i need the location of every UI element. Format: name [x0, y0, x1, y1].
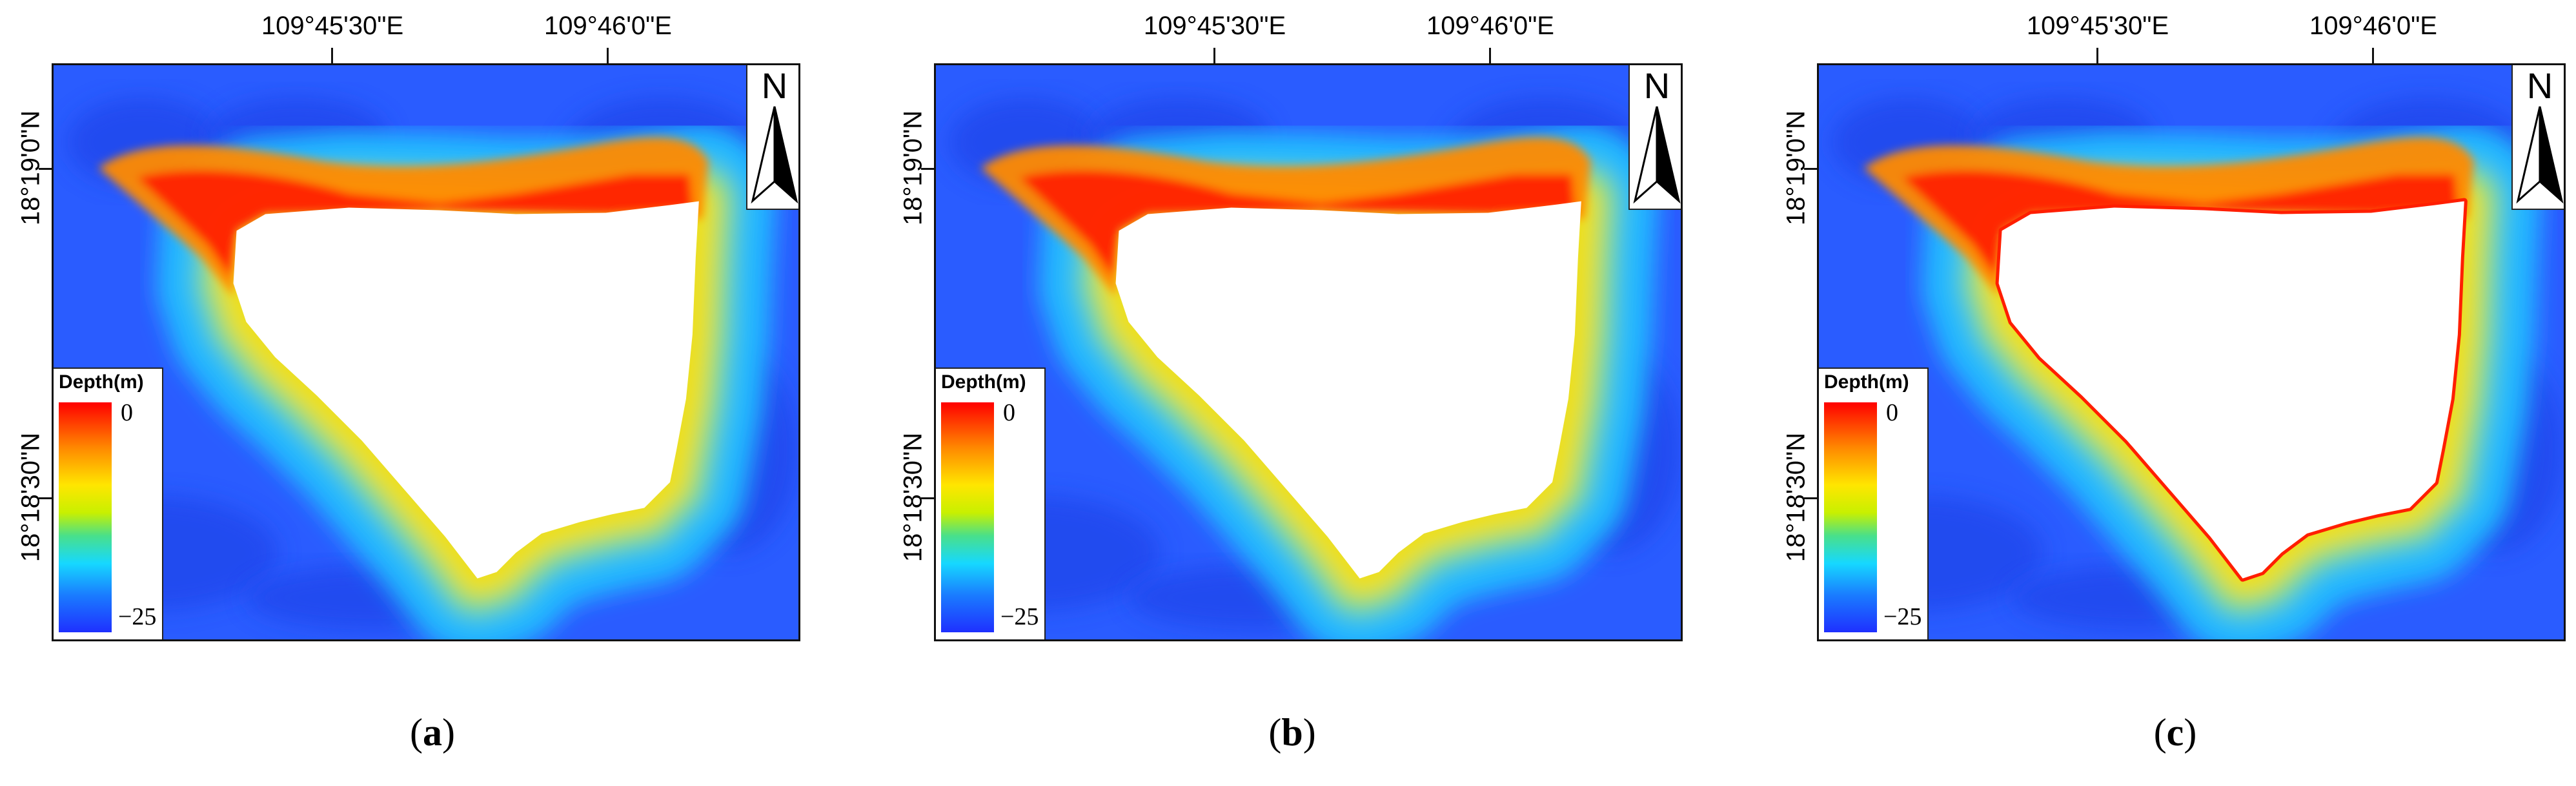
reef-flat [1863, 137, 2474, 296]
caption-close: ) [442, 711, 455, 754]
lat-tick-2 [921, 497, 934, 499]
caption-open: ( [410, 711, 423, 754]
caption-letter: c [2166, 711, 2184, 754]
bathymetry-raster [936, 65, 1681, 639]
depth-legend: Depth(m) 0 −25 [54, 367, 163, 639]
legend-max-value: 0 [1003, 399, 1015, 426]
island-land [1998, 201, 2464, 579]
lon-label-2: 109°46'0"E [1426, 12, 1554, 40]
lon-label-1: 109°45'30"E [2026, 12, 2169, 40]
panel-caption: (a) [410, 710, 455, 755]
depth-legend: Depth(m) 0 −25 [936, 367, 1046, 639]
caption-open: ( [1268, 711, 1282, 754]
lon-tick-1 [1213, 48, 1215, 63]
legend-title: Depth(m) [1824, 371, 1909, 393]
lat-tick-2 [1804, 497, 1817, 499]
lat-tick-1 [39, 168, 52, 170]
legend-min-value: −25 [1000, 603, 1039, 630]
legend-title: Depth(m) [941, 371, 1026, 393]
caption-letter: a [423, 711, 442, 754]
north-arrow: N [746, 65, 798, 210]
legend-max-value: 0 [1886, 399, 1898, 426]
north-label: N [2526, 65, 2553, 106]
legend-min-value: −25 [118, 603, 157, 630]
legend-color-ramp [1824, 402, 1877, 632]
legend-title: Depth(m) [59, 371, 144, 393]
lat-tick-2 [39, 497, 52, 499]
legend-color-ramp [59, 402, 112, 632]
north-label: N [1643, 65, 1670, 106]
bathymetry-raster [1819, 65, 2564, 639]
lon-tick-1 [2096, 48, 2098, 63]
lat-tick-1 [1804, 168, 1817, 170]
panel-b: 109°45'30"E 109°46'0"E 18°19'0"N 18°18'3… [899, 0, 1760, 786]
lon-tick-1 [331, 48, 333, 63]
north-arrow: N [1628, 65, 1681, 210]
lon-tick-2 [607, 48, 609, 63]
north-arrow-icon [2516, 106, 2564, 204]
caption-letter: b [1281, 711, 1303, 754]
legend-min-value: −25 [1883, 603, 1922, 630]
bathymetry-map: N Depth(m) 0 −25 [52, 63, 800, 641]
caption-close: ) [2184, 711, 2197, 754]
lon-label-1: 109°45'30"E [1143, 12, 1286, 40]
caption-open: ( [2153, 711, 2167, 754]
panel-a: 109°45'30"E 109°46'0"E 18°19'0"N 18°18'3… [17, 0, 878, 786]
lon-label-1: 109°45'30"E [261, 12, 404, 40]
north-arrow-icon [1633, 106, 1681, 204]
island-land [1115, 201, 1581, 579]
north-label: N [761, 65, 788, 106]
island-land [233, 201, 699, 579]
panel-c: 109°45'30"E 109°46'0"E 18°19'0"N 18°18'3… [1782, 0, 2576, 786]
legend-color-ramp [941, 402, 994, 632]
legend-max-value: 0 [121, 399, 133, 426]
panel-caption: (c) [2154, 710, 2197, 755]
reef-flat [98, 137, 709, 296]
lon-label-2: 109°46'0"E [2309, 12, 2437, 40]
depth-legend: Depth(m) 0 −25 [1819, 367, 1929, 639]
reef-flat [980, 137, 1591, 296]
lon-tick-2 [2372, 48, 2374, 63]
lon-label-2: 109°46'0"E [544, 12, 672, 40]
bathymetry-raster [54, 65, 798, 639]
caption-close: ) [1303, 711, 1316, 754]
panel-caption: (b) [1268, 710, 1315, 755]
north-arrow-icon [751, 106, 798, 204]
lon-tick-2 [1489, 48, 1491, 63]
north-arrow: N [2511, 65, 2564, 210]
bathymetry-map: N Depth(m) 0 −25 [934, 63, 1683, 641]
lat-tick-1 [921, 168, 934, 170]
bathymetry-map: N Depth(m) 0 −25 [1817, 63, 2566, 641]
